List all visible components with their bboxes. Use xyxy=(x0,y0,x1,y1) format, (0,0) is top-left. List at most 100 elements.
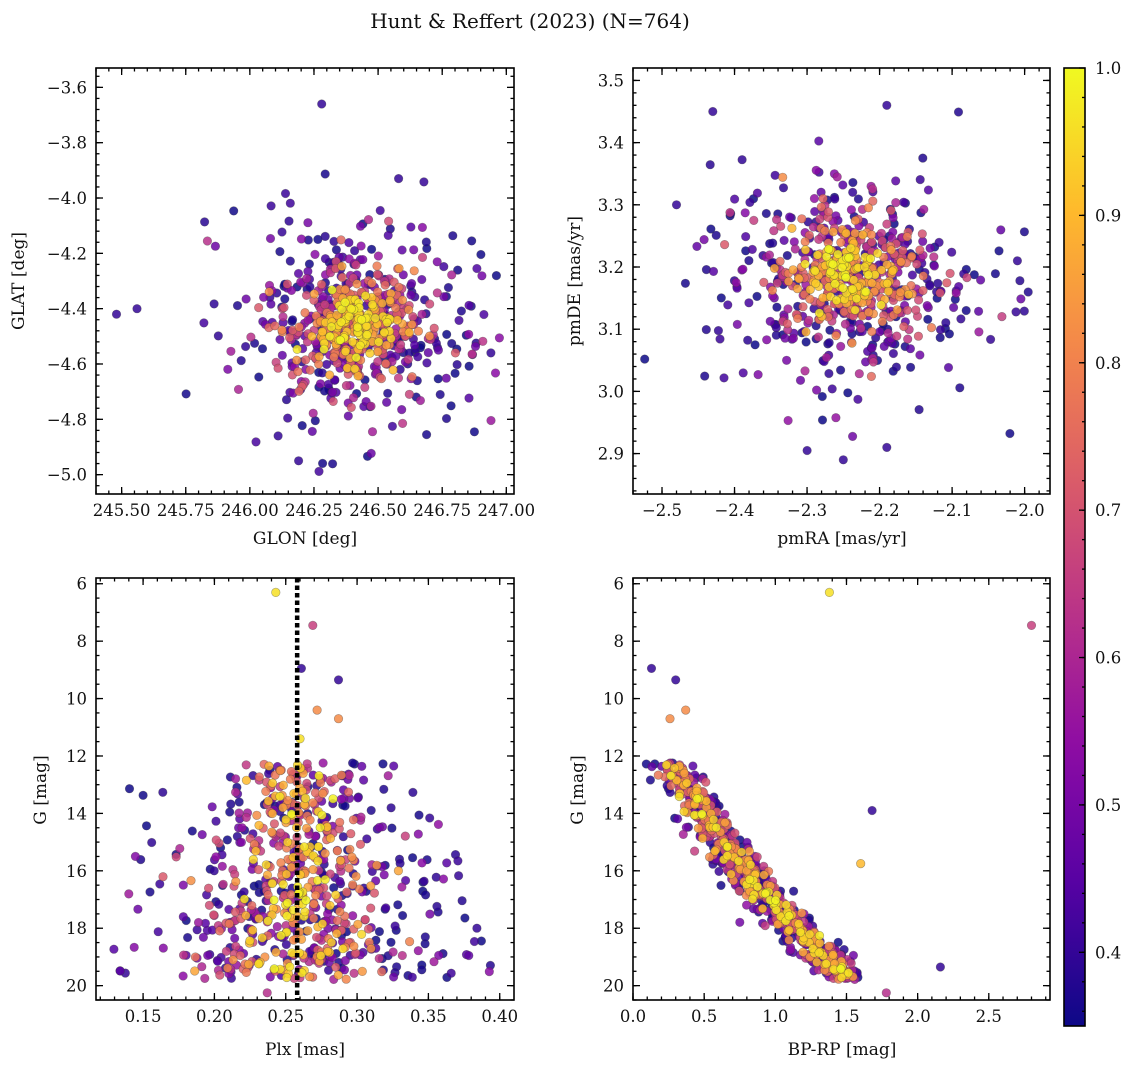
scatter-point xyxy=(379,870,389,880)
scatter-point xyxy=(809,193,820,204)
scatter-point xyxy=(407,972,417,982)
scatter-point xyxy=(725,208,735,218)
scatter-point xyxy=(401,875,411,886)
scatter-point xyxy=(433,819,444,830)
scatter-point xyxy=(267,827,277,837)
scatter-point xyxy=(447,338,457,349)
scatter-point xyxy=(218,879,228,889)
y-axis-label-g-right: G [mag] xyxy=(568,755,588,824)
x-tick-label: 1.5 xyxy=(833,1007,859,1026)
scatter-point xyxy=(187,826,197,836)
scatter-point xyxy=(419,177,429,187)
scatter-point xyxy=(265,233,276,244)
scatter-point xyxy=(818,193,828,204)
scatter-point xyxy=(319,344,329,354)
scatter-point xyxy=(209,910,219,920)
scatter-point xyxy=(962,273,972,283)
scatter-point xyxy=(912,259,922,269)
scatter-point xyxy=(305,815,315,825)
scatter-point xyxy=(801,337,811,347)
scatter-point xyxy=(215,970,225,980)
scatter-point xyxy=(254,959,264,969)
scatter-point xyxy=(433,374,443,384)
scatter-point xyxy=(854,369,864,379)
scatter-point xyxy=(282,972,292,983)
scatter-point xyxy=(308,864,318,875)
scatter-point xyxy=(810,266,820,276)
scatter-point xyxy=(843,388,853,398)
scatter-point xyxy=(408,853,418,863)
scatter-point xyxy=(304,259,315,269)
y-tick-label: 2.9 xyxy=(598,445,624,464)
scatter-point xyxy=(263,916,273,926)
scatter-point xyxy=(699,235,709,245)
scatter-point xyxy=(666,781,676,791)
scatter-point xyxy=(753,370,763,380)
scatter-point xyxy=(911,305,921,315)
scatter-point xyxy=(351,353,361,363)
scatter-point xyxy=(301,895,311,905)
scatter-point xyxy=(253,864,264,875)
scatter-point xyxy=(805,294,815,304)
scatter-point xyxy=(109,944,119,954)
scatter-point xyxy=(360,291,371,301)
scatter-point xyxy=(325,869,335,879)
axes-frame xyxy=(95,67,515,495)
scatter-point xyxy=(1005,428,1015,439)
scatter-point xyxy=(231,787,241,797)
scatter-point xyxy=(905,362,916,372)
scatter-point xyxy=(419,876,429,886)
scatter-point xyxy=(749,215,759,225)
scatter-point xyxy=(943,362,954,373)
scatter-point xyxy=(973,306,984,316)
scatter-point xyxy=(883,328,893,338)
y-tick-label: 12 xyxy=(66,747,87,766)
scatter-point xyxy=(867,184,878,194)
scatter-point xyxy=(293,268,304,279)
scatter-point xyxy=(279,302,289,313)
y-tick-label: −3.6 xyxy=(47,78,87,97)
points-plx_g xyxy=(109,587,496,998)
scatter-point xyxy=(464,393,474,403)
y-tick-label: −4.2 xyxy=(47,244,87,263)
x-tick-label: 1.0 xyxy=(762,1007,788,1026)
scatter-point xyxy=(404,327,414,338)
scatter-point xyxy=(442,329,452,340)
scatter-point xyxy=(450,348,461,358)
scatter-point xyxy=(876,300,886,310)
scatter-point xyxy=(692,794,702,804)
points-glon_glat xyxy=(111,99,505,477)
scatter-point xyxy=(917,229,927,239)
scatter-point xyxy=(335,335,345,345)
scatter-point xyxy=(278,780,288,790)
scatter-point xyxy=(472,263,482,274)
scatter-point xyxy=(786,945,796,955)
scatter-point xyxy=(708,814,719,825)
scatter-point xyxy=(415,395,426,406)
scatter-point xyxy=(359,775,369,785)
scatter-point xyxy=(297,421,307,431)
scatter-point xyxy=(700,371,710,381)
scatter-point xyxy=(387,823,397,833)
scatter-point xyxy=(882,260,892,270)
scatter-point xyxy=(745,860,756,870)
scatter-point xyxy=(277,227,287,237)
scatter-point xyxy=(902,305,913,315)
y-tick-label: −4.6 xyxy=(47,355,87,374)
scatter-point xyxy=(886,205,896,215)
scatter-point xyxy=(336,855,346,866)
x-tick-label: 0.40 xyxy=(481,1007,518,1026)
scatter-point xyxy=(315,822,325,833)
scatter-point xyxy=(422,430,432,440)
scatter-point xyxy=(770,895,781,905)
scatter-point xyxy=(273,363,283,373)
scatter-point xyxy=(868,357,879,367)
scatter-point xyxy=(214,899,224,909)
scatter-point xyxy=(282,898,293,908)
scatter-point xyxy=(864,307,874,317)
scatter-point xyxy=(441,373,451,383)
scatter-point xyxy=(847,284,858,294)
scatter-point xyxy=(452,360,462,370)
scatter-point xyxy=(225,807,235,817)
scatter-point xyxy=(344,770,354,780)
